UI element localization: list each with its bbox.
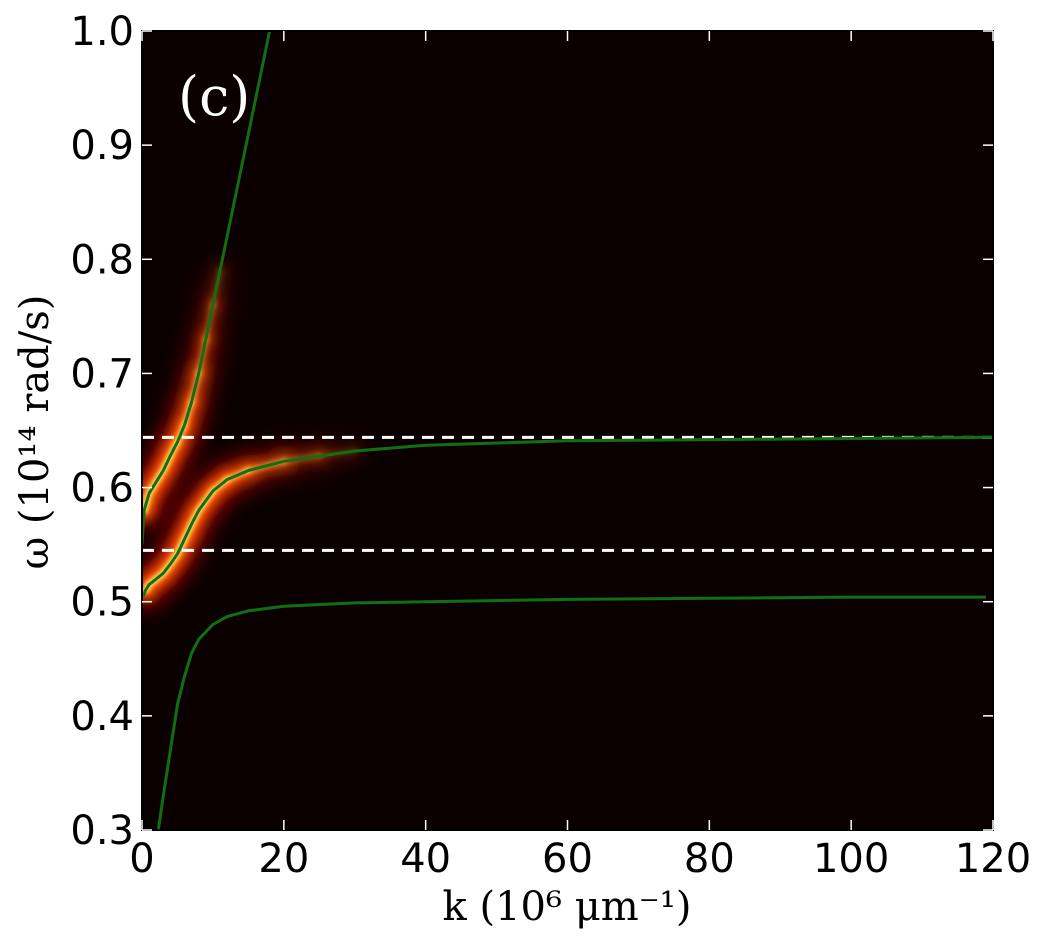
y-tick-label: 0.8	[70, 237, 134, 283]
x-tick-label: 0	[129, 836, 154, 882]
x-tick-label: 120	[955, 836, 1031, 882]
y-tick-label: 0.9	[70, 123, 134, 169]
dispersion-curves	[142, 31, 993, 830]
axis-ticks: 0 20 40 60 80 100 120 0.3 0.4 0.5 0.6 0.7 0.8 0.9 1.0	[70, 9, 1031, 882]
y-tick-label: 0.6	[70, 466, 134, 512]
y-tick-label: 0.4	[70, 694, 134, 740]
y-tick-label: 1.0	[70, 9, 134, 55]
y-axis-label: ω (10¹⁴ rad/s)	[12, 295, 58, 570]
x-tick-label: 60	[542, 836, 593, 882]
plot-background	[142, 31, 993, 830]
y-tick-label: 0.3	[70, 808, 134, 854]
panel-label: (c)	[178, 65, 250, 128]
y-tick-label: 0.7	[70, 351, 134, 397]
x-tick-label: 40	[400, 836, 451, 882]
x-tick-label: 80	[684, 836, 735, 882]
x-tick-label: 20	[258, 836, 309, 882]
dispersion-curve-lower	[156, 595, 986, 830]
x-axis-label: k (10⁶ μm⁻¹)	[443, 884, 692, 930]
y-tick-label: 0.5	[70, 580, 134, 626]
dispersion-curve-middle	[142, 435, 993, 597]
x-tick-label: 100	[813, 836, 889, 882]
dispersion-curve-upper	[142, 31, 272, 545]
